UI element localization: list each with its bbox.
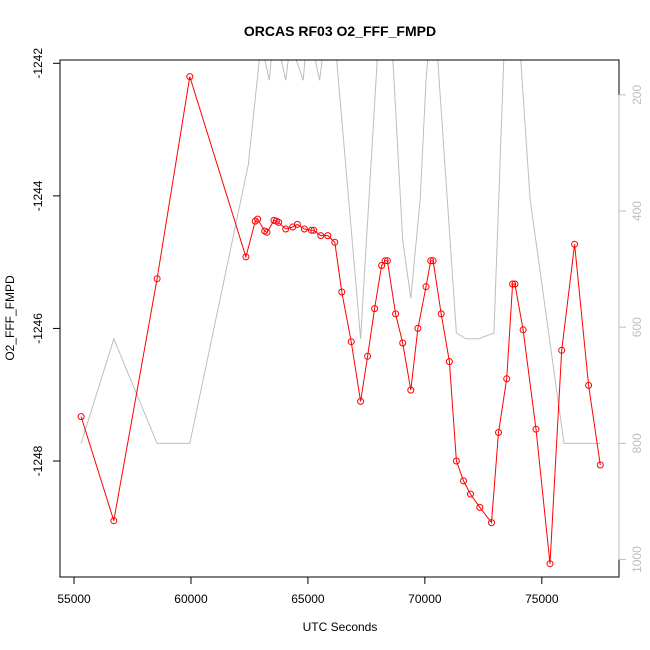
data-point — [331, 238, 339, 246]
data-point — [282, 225, 290, 233]
secondary-y-tick-label: 200 — [630, 85, 644, 105]
data-point — [275, 218, 283, 226]
data-point — [300, 225, 308, 233]
data-point — [371, 305, 379, 313]
secondary-y-tick-label: 600 — [630, 317, 644, 337]
data-point — [310, 226, 318, 234]
y-tick-label: -1248 — [31, 445, 45, 476]
secondary-series-layer — [80, 60, 601, 444]
secondary-y-tick-label: 400 — [630, 201, 644, 221]
data-point — [452, 457, 460, 465]
data-point — [77, 413, 85, 421]
data-point — [422, 283, 430, 291]
data-point — [519, 326, 527, 334]
x-tick-label: 75000 — [525, 592, 559, 606]
data-point — [110, 517, 118, 525]
data-point — [364, 352, 372, 360]
chart-title: ORCAS RF03 O2_FFF_FMPD — [244, 23, 436, 39]
data-point — [383, 257, 391, 265]
data-point — [585, 381, 593, 389]
data-point — [347, 338, 355, 346]
data-point — [558, 346, 566, 354]
secondary-y-tick-label: 800 — [630, 433, 644, 453]
data-point — [429, 257, 437, 265]
x-tick-label: 55000 — [57, 592, 91, 606]
y-tick-label: -1242 — [31, 48, 45, 79]
data-point — [407, 386, 415, 394]
secondary-y-axis: 200 400 600 800 1000 — [618, 85, 644, 573]
data-point — [511, 280, 519, 288]
data-point — [242, 253, 250, 261]
data-point — [427, 257, 435, 265]
data-point — [503, 375, 511, 383]
data-point — [186, 73, 194, 81]
data-point — [307, 226, 315, 234]
data-point — [251, 217, 259, 225]
y-axis-label: O2_FFF_FMPD — [3, 275, 17, 361]
x-tick-label: 70000 — [408, 592, 442, 606]
data-point — [437, 310, 445, 318]
y-tick-label: -1244 — [31, 180, 45, 211]
data-point — [254, 215, 262, 223]
x-axis-label: UTC Seconds — [303, 620, 378, 634]
data-point — [378, 262, 386, 269]
data-point — [488, 519, 495, 527]
x-tick-label: 65000 — [291, 592, 325, 606]
data-point — [532, 425, 540, 433]
data-point — [392, 310, 400, 318]
data-point — [495, 429, 502, 436]
data-point — [317, 232, 325, 240]
data-point — [338, 288, 346, 296]
plot-frame — [59, 59, 620, 578]
data-point — [467, 490, 474, 498]
data-point — [476, 503, 484, 511]
data-point — [546, 560, 554, 568]
data-point — [357, 397, 365, 405]
data-point — [263, 228, 271, 236]
data-point — [460, 477, 467, 485]
secondary-series-line — [80, 60, 601, 444]
data-point — [293, 220, 301, 228]
y-tick-label: -1246 — [31, 313, 45, 344]
y-axis: -1242 -1244 -1246 -1248 — [31, 48, 61, 476]
data-point — [445, 358, 453, 366]
data-point — [414, 324, 422, 332]
data-point — [324, 232, 332, 240]
data-point — [153, 275, 161, 283]
primary-series-layer — [77, 73, 604, 568]
data-point — [399, 339, 407, 347]
secondary-y-tick-label: 1000 — [630, 546, 644, 573]
x-tick-label: 60000 — [174, 592, 208, 606]
data-point — [571, 240, 579, 248]
data-point — [509, 280, 517, 288]
data-point — [596, 461, 604, 469]
data-point — [381, 257, 389, 265]
primary-series-line — [80, 76, 601, 564]
x-axis: 55000 60000 65000 70000 75000 — [57, 576, 559, 606]
